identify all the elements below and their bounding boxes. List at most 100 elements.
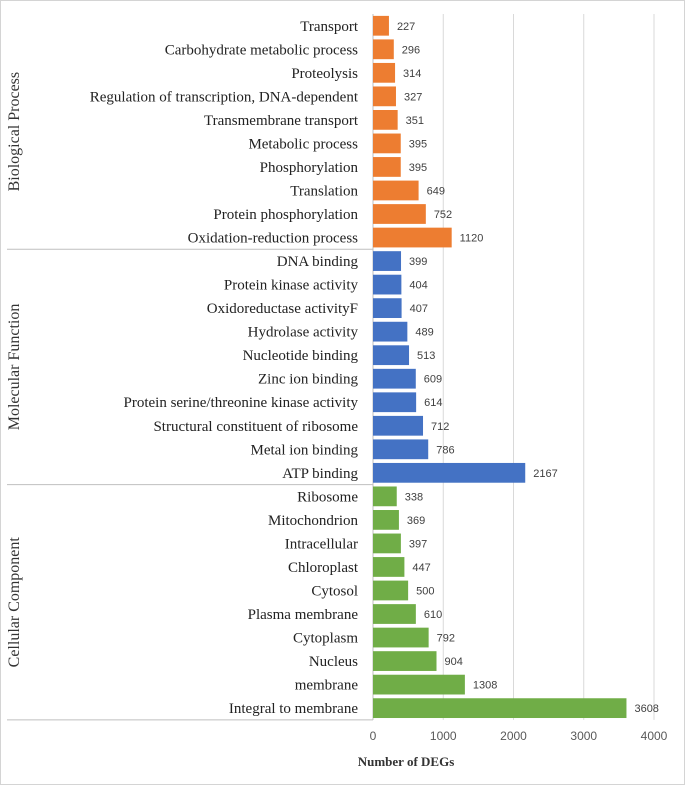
data-label: 227 [397, 21, 415, 33]
category-label: Mitochondrion [268, 513, 358, 529]
bar-nucleotide-binding [373, 345, 410, 366]
data-label: 792 [437, 633, 455, 645]
data-label: 314 [403, 68, 421, 80]
category-label: Plasma membrane [248, 607, 359, 623]
category-label: DNA binding [277, 254, 359, 270]
category-label: Ribosome [297, 489, 358, 505]
category-label: Cytosol [311, 583, 358, 599]
data-label: 609 [424, 374, 442, 386]
group-label: Biological Process [6, 72, 23, 192]
data-label: 369 [407, 515, 425, 527]
bar-intracellular [373, 533, 401, 554]
category-label: ATP binding [282, 466, 358, 482]
bar-transport [373, 15, 389, 36]
category-label: Oxidation-reduction process [188, 231, 359, 247]
data-label: 407 [410, 303, 428, 315]
data-label: 614 [424, 397, 442, 409]
x-axis-ticks: 0 1000 2000 3000 4000 [370, 729, 668, 743]
data-label: 2167 [533, 468, 557, 480]
data-label: 404 [409, 280, 427, 292]
x-tick-label: 3000 [570, 729, 597, 743]
data-label: 447 [412, 562, 430, 574]
data-label: 712 [431, 421, 449, 433]
category-label: Proteolysis [291, 66, 358, 82]
category-label: Nucleotide binding [243, 348, 359, 364]
category-label: Protein phosphorylation [213, 207, 358, 223]
category-label: Regulation of transcription, DNA-depende… [90, 89, 359, 105]
bar-zinc-ion-binding [373, 368, 416, 389]
data-label: 489 [415, 327, 433, 339]
category-label: Integral to membrane [229, 701, 358, 717]
bar-protein-serine-threonine-kinase-activity [373, 392, 417, 413]
data-label: 1308 [473, 680, 497, 692]
data-label: 752 [434, 209, 452, 221]
x-axis-title: Number of DEGs [358, 754, 455, 769]
data-label: 397 [409, 538, 427, 550]
bar-chloroplast [373, 557, 405, 577]
bar-phosphorylation [373, 157, 401, 177]
value-labels: 2272963143273513953956497521120399404407… [397, 21, 659, 715]
category-label: Hydrolase activity [248, 325, 359, 341]
bar-regulation-of-transcription-dna-dependent [373, 86, 396, 107]
category-label: Chloroplast [288, 560, 359, 576]
bar-oxidation-reduction-process [373, 227, 452, 248]
category-label: Cytoplasm [293, 631, 358, 647]
x-tick-label: 1000 [430, 729, 457, 743]
group-label: Molecular Function [6, 304, 23, 431]
category-label: Transport [300, 19, 359, 35]
bar-mitochondrion [373, 510, 399, 530]
category-label: Carbohydrate metabolic process [165, 42, 358, 58]
category-label: Metabolic process [248, 136, 358, 152]
category-label: membrane [295, 678, 359, 694]
data-label: 351 [406, 115, 424, 127]
x-tick-label: 0 [370, 729, 377, 743]
bar-metabolic-process [373, 133, 401, 154]
category-label: Zinc ion binding [258, 372, 358, 388]
category-label: Transmembrane transport [204, 113, 359, 129]
bar-dna-binding [373, 251, 402, 271]
category-label: Metal ion binding [251, 442, 359, 458]
bar-membrane [373, 674, 465, 695]
bar-protein-phosphorylation [373, 204, 426, 224]
category-label: Phosphorylation [260, 160, 359, 176]
gridlines [372, 14, 655, 720]
data-label: 610 [424, 609, 442, 621]
data-label: 3608 [634, 703, 658, 715]
bar-translation [373, 180, 419, 201]
category-label: Oxidoreductase activityF [207, 301, 358, 317]
bar-plasma-membrane [373, 604, 416, 624]
bar-structural-constituent-of-ribosome [373, 415, 424, 436]
x-tick-label: 4000 [641, 729, 668, 743]
data-label: 649 [427, 185, 445, 197]
bar-protein-kinase-activity [373, 274, 402, 295]
category-label: Translation [290, 183, 358, 199]
x-tick-label: 2000 [500, 729, 527, 743]
group-label: Cellular Component [6, 537, 23, 668]
bar-hydrolase-activity [373, 321, 408, 342]
category-label: Intracellular [285, 536, 358, 552]
bars [373, 15, 627, 719]
category-label: Structural constituent of ribosome [153, 419, 358, 435]
bar-cytoplasm [373, 627, 429, 648]
bar-ribosome [373, 486, 397, 507]
data-label: 1120 [460, 233, 484, 245]
category-label: Protein kinase activity [224, 278, 359, 294]
group-labels: Biological Process Molecular Function Cell… [6, 72, 23, 667]
bar-oxidoreductase-activityf [373, 298, 402, 319]
bar-atp-binding [373, 462, 526, 483]
bar-metal-ion-binding [373, 439, 429, 460]
category-labels: Transport Carbohydrate metabolic process P… [90, 19, 359, 717]
bar-integral-to-membrane [373, 698, 627, 719]
data-label: 500 [416, 585, 434, 597]
data-label: 904 [445, 656, 463, 668]
data-label: 399 [409, 256, 427, 268]
data-label: 338 [405, 491, 423, 503]
bar-cytosol [373, 580, 409, 601]
category-label: Protein serine/threonine kinase activity [123, 395, 358, 411]
bar-transmembrane-transport [373, 110, 398, 130]
data-label: 327 [404, 91, 422, 103]
data-label: 395 [409, 138, 427, 150]
group-separators [7, 248, 373, 721]
data-label: 513 [417, 350, 435, 362]
